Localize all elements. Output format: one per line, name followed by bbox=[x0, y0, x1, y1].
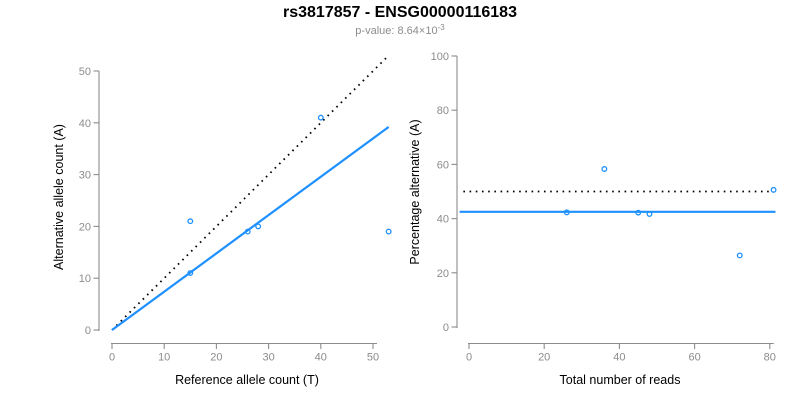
x-tick-label: 10 bbox=[158, 352, 170, 364]
x-tick-label: 0 bbox=[109, 352, 115, 364]
y-tick-label: 80 bbox=[437, 105, 449, 117]
y-axis-title: Alternative allele count (A) bbox=[52, 124, 66, 270]
data-point bbox=[770, 186, 777, 193]
x-tick-label: 40 bbox=[315, 352, 327, 364]
data-point bbox=[736, 252, 743, 259]
allele-count-scatter-panel: 0 10 20 30 40 50 0 10 20 30 40 50 Reference allele c… bbox=[52, 54, 392, 387]
y-tick-label: 0 bbox=[85, 325, 91, 337]
plot-subtitle: p-value: 8.64×10-3 bbox=[0, 23, 800, 37]
y-tick-label: 60 bbox=[437, 159, 449, 171]
data-point bbox=[244, 228, 251, 235]
x-tick-label: 40 bbox=[613, 352, 625, 364]
percentage-reads-scatter-panel: 0 20 40 60 80 0 20 40 60 80 100 Total number of rea… bbox=[408, 51, 777, 387]
y-tick-label: 40 bbox=[79, 118, 91, 130]
data-point bbox=[646, 211, 653, 217]
data-point bbox=[563, 209, 570, 216]
y-tick-label: 100 bbox=[431, 51, 449, 63]
y-tick-label: 50 bbox=[79, 66, 91, 78]
y-tick-label: 40 bbox=[437, 214, 449, 226]
x-tick-label: 80 bbox=[764, 352, 776, 364]
identity-line bbox=[111, 54, 390, 331]
data-point bbox=[317, 114, 324, 121]
data-point bbox=[187, 270, 194, 276]
data-point bbox=[635, 209, 642, 216]
y-tick-label: 10 bbox=[79, 273, 91, 285]
p-value-exponent: -3 bbox=[437, 23, 445, 32]
data-point bbox=[187, 218, 194, 225]
x-axis-title: Reference allele count (T) bbox=[175, 373, 319, 387]
x-tick-label: 20 bbox=[210, 352, 222, 364]
y-tick-label: 20 bbox=[437, 268, 449, 280]
x-tick-label: 0 bbox=[466, 352, 472, 364]
y-tick-label: 0 bbox=[443, 322, 449, 334]
plot-title: rs3817857 - ENSG00000116183 bbox=[283, 4, 517, 21]
x-axis-title: Total number of reads bbox=[560, 373, 681, 387]
y-tick-label: 20 bbox=[79, 221, 91, 233]
data-point bbox=[601, 166, 608, 172]
x-tick-label: 50 bbox=[367, 352, 379, 364]
y-axis-title: Percentage alternative (A) bbox=[408, 119, 422, 264]
x-tick-label: 20 bbox=[538, 352, 550, 364]
data-point bbox=[385, 228, 392, 235]
y-tick-label: 30 bbox=[79, 170, 91, 182]
p-value-label: p-value: 8.64×10 bbox=[355, 25, 438, 37]
data-point bbox=[255, 223, 262, 230]
fit-line bbox=[111, 126, 390, 331]
x-tick-label: 30 bbox=[262, 352, 274, 364]
x-tick-label: 60 bbox=[688, 352, 700, 364]
